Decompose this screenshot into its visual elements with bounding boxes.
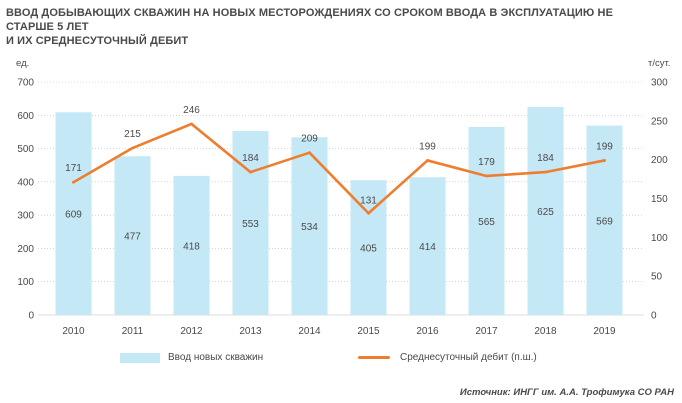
line-series [72, 122, 606, 215]
bar [55, 112, 92, 315]
chart-title-line-2: И ИХ СРЕДНЕСУТОЧНЫЙ ДЕБИТ [6, 35, 189, 47]
line-point [367, 211, 370, 215]
x-tick-label: 2010 [62, 326, 85, 337]
bar-value-label: 553 [242, 219, 259, 230]
line-value-label: 131 [360, 195, 377, 206]
legend-bars: Ввод новых скважин [120, 352, 263, 363]
legend-line: Среднесуточный дебит (п.ш.) [358, 352, 537, 363]
axes: 0 100 200 300 400 500 600 700 0 50 100 150 200 250 300… [16, 58, 670, 337]
line-value-label: 184 [537, 153, 554, 164]
line-point [131, 146, 134, 150]
bar [468, 126, 505, 315]
line-value-label: 179 [478, 157, 495, 168]
legend-line-swatch [358, 356, 390, 359]
bar-value-label: 414 [419, 242, 436, 253]
line-point [308, 151, 311, 155]
bar-value-label: 477 [124, 232, 141, 243]
y-right-tick-label: 100 [651, 233, 668, 244]
bar-value-label: 565 [478, 217, 495, 228]
legend-line-label: Среднесуточный дебит (п.ш.) [400, 352, 537, 363]
bar [527, 106, 564, 315]
line-point [426, 159, 429, 162]
bar [114, 156, 151, 315]
x-tick-label: 2016 [416, 326, 439, 337]
x-tick-label: 2012 [180, 326, 203, 337]
y-left-tick-label: 100 [17, 277, 34, 288]
bar-series [55, 106, 623, 316]
data-labels: 609 477 418 553 534 405 414 565 625 569 171 215 246 1… [65, 105, 613, 255]
x-tick-label: 2014 [298, 326, 321, 337]
line-value-label: 184 [242, 153, 259, 164]
y-right-tick-label: 200 [651, 155, 668, 166]
x-tick-label: 2011 [122, 326, 144, 337]
line-point [72, 180, 75, 184]
y-left-tick-label: 700 [17, 78, 34, 89]
line-value-label: 199 [596, 141, 613, 152]
line-value-label: 215 [124, 129, 141, 140]
bar [173, 175, 210, 315]
bar-value-label: 625 [537, 207, 554, 218]
line-value-label: 209 [301, 134, 318, 145]
y-right-tick-label: 150 [651, 194, 668, 205]
bar [586, 125, 623, 316]
y-left-tick-label: 200 [17, 244, 34, 255]
line-point [190, 122, 193, 126]
line-value-label: 199 [419, 141, 436, 152]
chart-title-line-1: ВВОД ДОБЫВАЮЩИХ СКВАЖИН НА НОВЫХ МЕСТОРО… [6, 7, 614, 33]
y-left-tick-label: 0 [28, 311, 34, 322]
x-tick-label: 2019 [593, 326, 616, 337]
y-right-unit: т/сут. [648, 58, 670, 69]
y-left-tick-label: 500 [17, 144, 34, 155]
line-point [603, 159, 606, 162]
line-point [485, 174, 488, 178]
line-path [72, 122, 606, 215]
bar-value-label: 534 [301, 222, 318, 233]
y-right-tick-label: 300 [651, 78, 668, 89]
bar-value-label: 405 [360, 244, 377, 255]
x-tick-label: 2015 [357, 326, 380, 337]
x-tick-label: 2017 [475, 326, 498, 337]
line-point [249, 170, 252, 174]
legend-bar-swatch [120, 352, 160, 363]
bar [291, 137, 328, 315]
bar-value-label: 569 [596, 216, 613, 227]
y-left-tick-label: 600 [17, 111, 34, 122]
line-point [544, 170, 547, 174]
chart-title: ВВОД ДОБЫВАЮЩИХ СКВАЖИН НА НОВЫХ МЕСТОРО… [6, 6, 646, 48]
source-note: Источник: ИНГГ им. А.А. Трофимука СО РАН [459, 387, 674, 398]
y-left-tick-label: 300 [17, 211, 34, 222]
y-left-tick-label: 400 [17, 177, 34, 188]
line-value-label: 171 [65, 163, 82, 174]
y-left-unit: ед. [16, 58, 29, 69]
bar-value-label: 609 [65, 210, 82, 221]
y-right-tick-label: 0 [651, 311, 657, 322]
y-right-tick-label: 250 [651, 116, 668, 127]
bar-value-label: 418 [183, 241, 200, 252]
line-value-label: 246 [183, 105, 200, 116]
legend-bar-label: Ввод новых скважин [168, 352, 264, 363]
x-tick-label: 2013 [239, 326, 262, 337]
bar [409, 177, 446, 315]
y-right-tick-label: 50 [651, 272, 663, 283]
x-tick-label: 2018 [534, 326, 557, 337]
